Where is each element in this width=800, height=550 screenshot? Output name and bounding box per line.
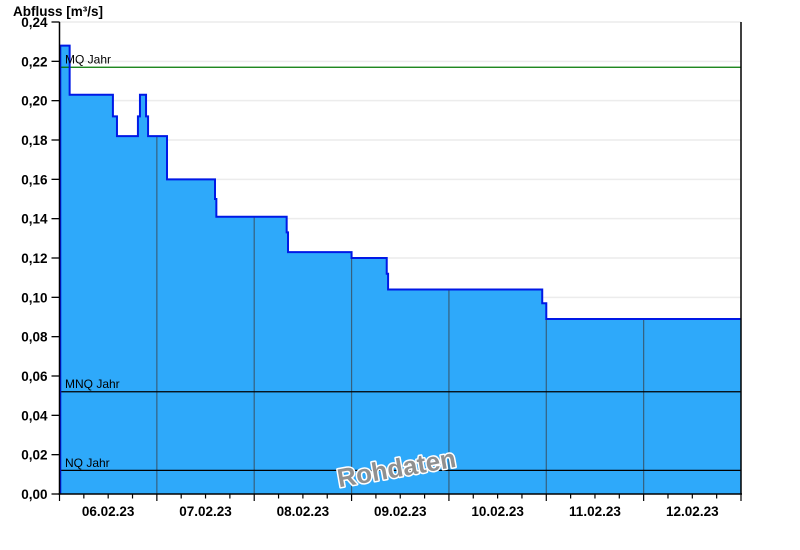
y-tick-label: 0,00 — [21, 487, 47, 502]
y-tick-label: 0,18 — [21, 133, 48, 148]
x-tick-label: 10.02.23 — [471, 504, 524, 519]
nq-jahr-label: NQ Jahr — [65, 456, 110, 470]
y-tick-label: 0,02 — [21, 448, 47, 463]
y-tick-label: 0,14 — [21, 212, 48, 227]
tick-labels: 0,00 0,02 0,04 0,06 0,08 0,10 0,12 0,14 0,16 0,18… — [21, 15, 719, 519]
chart-title: Abfluss [m³/s] — [13, 4, 103, 19]
discharge-step-line — [59, 44, 741, 494]
x-tick-label: 08.02.23 — [277, 504, 330, 519]
mq-jahr-label: MQ Jahr — [65, 53, 111, 67]
reference-lines — [59, 66, 741, 472]
x-tick-label: 09.02.23 — [374, 504, 427, 519]
y-tick-label: 0,12 — [21, 251, 47, 266]
x-tick-label: 06.02.23 — [82, 504, 135, 519]
x-tick-label: 12.02.23 — [666, 504, 719, 519]
discharge-area — [60, 45, 742, 494]
y-tick-label: 0,24 — [21, 15, 48, 30]
x-tick-label: 07.02.23 — [179, 504, 232, 519]
y-tick-label: 0,06 — [21, 369, 48, 384]
y-tick-label: 0,10 — [21, 290, 47, 305]
mnq-jahr-label: MNQ Jahr — [65, 377, 120, 391]
y-tick-label: 0,16 — [21, 172, 48, 187]
y-tick-label: 0,20 — [21, 94, 47, 109]
discharge-step-path — [59, 44, 741, 494]
y-tick-label: 0,22 — [21, 54, 47, 69]
y-tick-label: 0,08 — [21, 330, 48, 345]
x-tick-label: 11.02.23 — [569, 504, 621, 519]
y-tick-label: 0,04 — [21, 408, 48, 423]
axes-and-ticks — [51, 21, 742, 501]
discharge-area-fill — [60, 45, 742, 494]
